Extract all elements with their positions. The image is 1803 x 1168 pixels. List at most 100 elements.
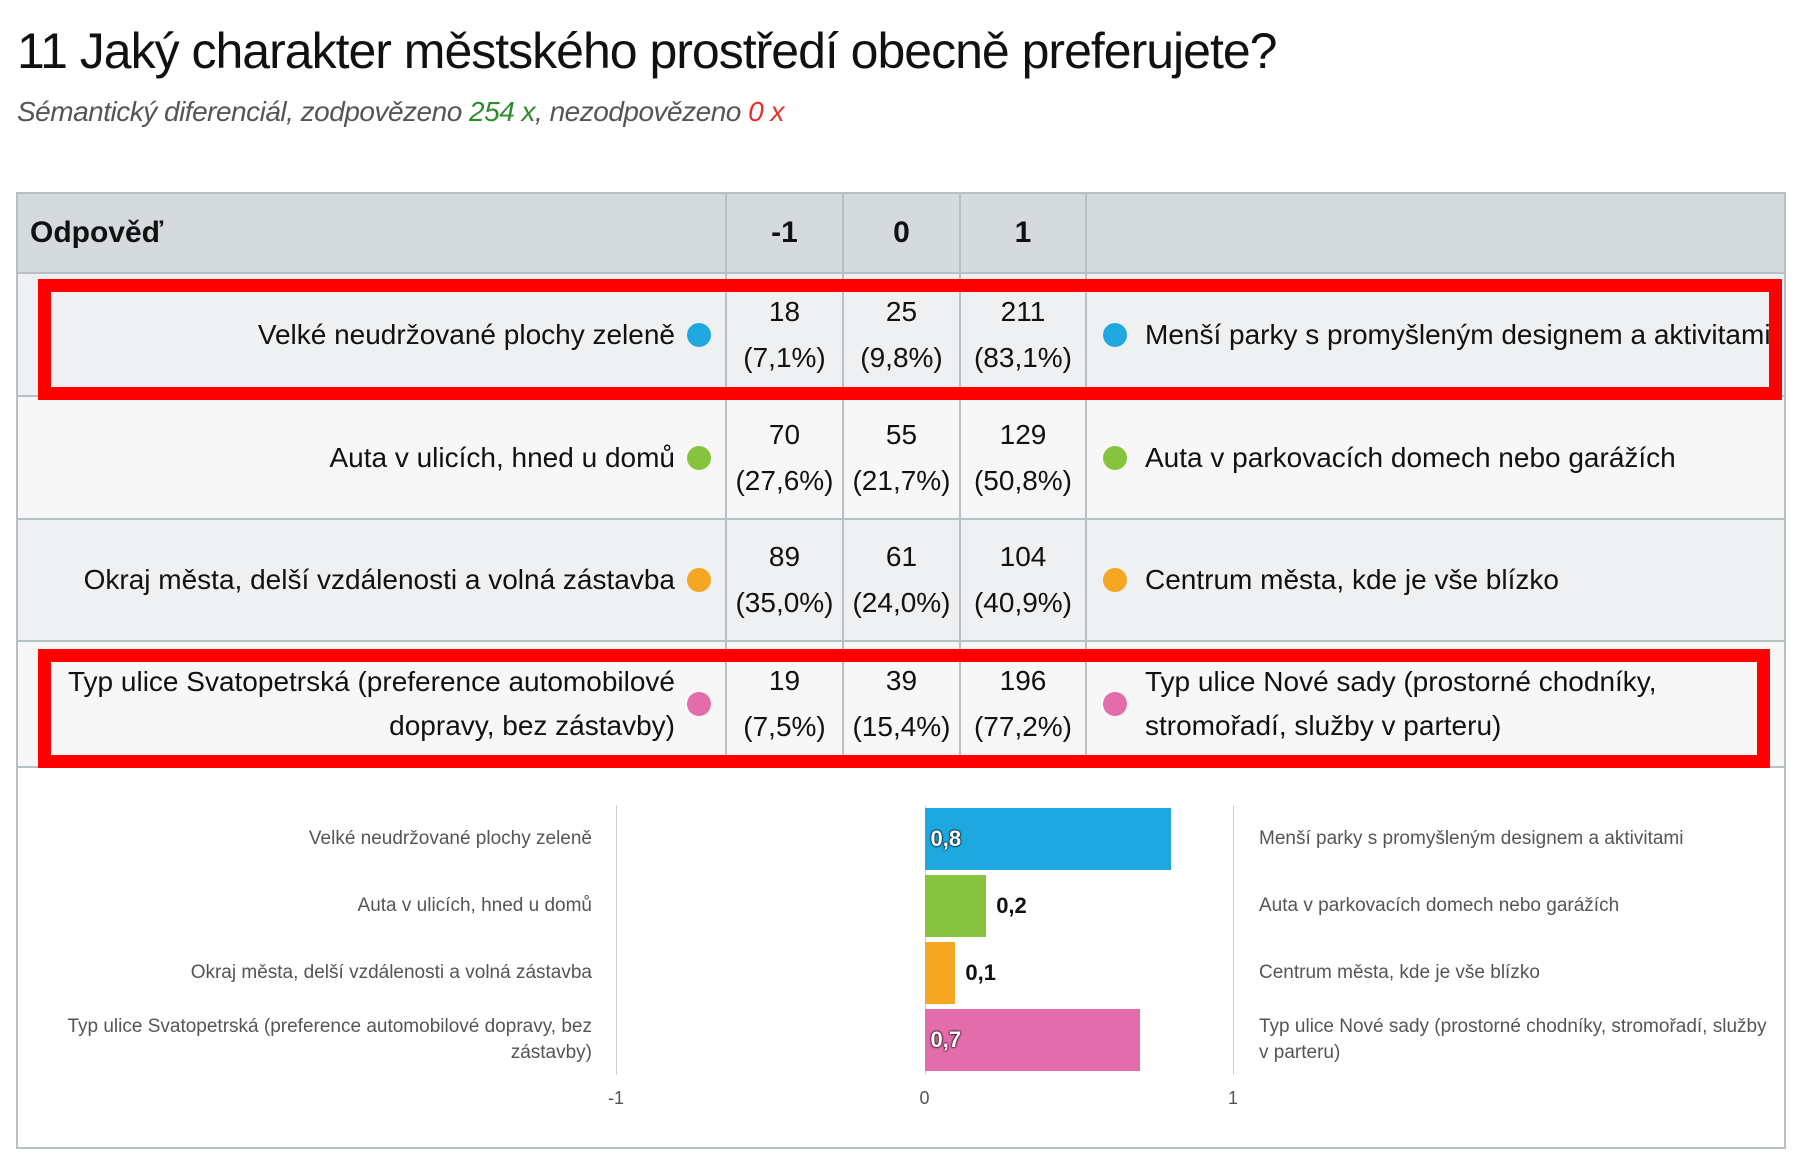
type: Sémantický diferenciál xyxy=(17,96,287,127)
count-cell: 89 (35,0%) xyxy=(727,520,844,642)
left-label: Velké neudržované plochy zeleně xyxy=(18,274,727,397)
column-label: 1 xyxy=(1014,216,1032,249)
right-label: Menší parky s promyšleným designem a akt… xyxy=(1087,274,1786,397)
count: 61 xyxy=(885,541,918,572)
dot xyxy=(1103,692,1127,716)
column-label: 0 xyxy=(893,216,910,249)
percent: (35,0%) xyxy=(735,587,834,618)
count: 89 xyxy=(768,541,801,572)
right-category-label: Typ ulice Nové sady (prostorné chodníky,… xyxy=(1259,1016,1767,1063)
right-text: Menší parky s promyšleným designem a akt… xyxy=(1145,318,1771,350)
count: 55 xyxy=(885,418,918,450)
percent: (7,5%) xyxy=(743,711,826,742)
count: 104 xyxy=(999,541,1047,572)
bar xyxy=(924,875,987,937)
count-cell: 196 (77,2%) xyxy=(961,642,1087,768)
count-cell: 19 (7,5%) xyxy=(727,642,844,768)
dot xyxy=(687,322,711,347)
answered: 254 x xyxy=(469,96,536,127)
bar xyxy=(924,942,956,1004)
axis-line xyxy=(616,805,617,1075)
count: 129 xyxy=(999,418,1047,450)
dot xyxy=(1103,568,1127,592)
value-label: 0,8 xyxy=(930,826,962,851)
unanswered-label: nezodpovězeno xyxy=(549,96,742,127)
highlight xyxy=(38,279,1782,400)
category-label: Okraj města, delší vzdálenosti a volná z… xyxy=(190,962,592,983)
left-text: Auta v ulicích, hned u domů xyxy=(329,441,675,473)
percent: (24,0%) xyxy=(852,587,951,618)
right-label: Centrum města, kde je vše blízko xyxy=(1087,520,1786,642)
sep: , xyxy=(535,96,543,127)
count: 70 xyxy=(768,418,801,450)
dot xyxy=(687,445,711,470)
unanswered: 0 x xyxy=(748,96,784,127)
dot xyxy=(687,568,711,592)
category-label: Velké neudržované plochy zeleně xyxy=(308,828,592,849)
percent: (9,8%) xyxy=(860,341,943,373)
x-tick-label: -1 xyxy=(607,1088,625,1108)
percent: (27,6%) xyxy=(735,464,834,496)
dot xyxy=(687,692,711,716)
percent: (15,4%) xyxy=(852,711,951,742)
count: 211 xyxy=(1000,295,1046,327)
count: 19 xyxy=(768,665,801,696)
right-category-label: Auta v parkovacích domech nebo garážích xyxy=(1259,895,1620,916)
count-cell: 211 (83,1%) xyxy=(961,274,1087,397)
highlight xyxy=(38,649,1770,768)
left-text: Typ ulice Svatopetrská (preference autom… xyxy=(68,666,675,741)
right-text: Auta v parkovacích domech nebo garážích xyxy=(1145,441,1676,473)
title: 11 Jaký charakter městského prostředí ob… xyxy=(17,23,1277,79)
right-text: Centrum města, kde je vše blízko xyxy=(1145,564,1559,595)
right-text: Typ ulice Nové sady (prostorné chodníky,… xyxy=(1145,666,1657,741)
header-cell: Odpověď xyxy=(18,194,727,274)
count-cell: 104 (40,9%) xyxy=(961,520,1087,642)
axis-line xyxy=(924,805,926,1075)
value-label: 0,1 xyxy=(965,960,996,985)
answered-label: , zodpovězeno xyxy=(286,96,462,127)
left-label: Auta v ulicích, hned u domů xyxy=(18,397,727,520)
subtitle: Sémantický diferenciál, zodpovězeno 254 … xyxy=(17,96,784,128)
bar xyxy=(924,808,1172,870)
value-label: 0,7 xyxy=(930,1027,962,1052)
left-label: Okraj města, delší vzdálenosti a volná z… xyxy=(18,520,727,642)
count-cell: 25 (9,8%) xyxy=(844,274,961,397)
percent: (83,1%) xyxy=(973,341,1073,373)
column-label: -1 xyxy=(771,216,798,249)
left-label: Typ ulice Svatopetrská (preference autom… xyxy=(18,642,727,768)
right-category-label: Menší parky s promyšleným designem a akt… xyxy=(1259,828,1684,849)
percent: (21,7%) xyxy=(852,464,951,496)
bar xyxy=(924,1009,1141,1071)
column-label: Odpověď xyxy=(30,216,164,249)
percent: (7,1%) xyxy=(743,341,826,373)
count-cell: 55 (21,7%) xyxy=(844,397,961,520)
header-cell: -1 xyxy=(727,194,844,274)
axis-line xyxy=(1233,805,1234,1075)
count-cell: 18 (7,1%) xyxy=(727,274,844,397)
category-label: Typ ulice Svatopetrská (preference autom… xyxy=(67,1016,592,1063)
right-category-label: Centrum města, kde je vše blízko xyxy=(1259,962,1540,983)
right-label: Auta v parkovacích domech nebo garážích xyxy=(1087,397,1786,520)
count-cell: 61 (24,0%) xyxy=(844,520,961,642)
header-cell: 0 xyxy=(844,194,961,274)
left-text: Okraj města, delší vzdálenosti a volná z… xyxy=(83,564,675,595)
dot xyxy=(1103,445,1127,470)
category-label: Auta v ulicích, hned u domů xyxy=(357,895,592,916)
header-cell xyxy=(1087,194,1786,274)
header-cell: 1 xyxy=(961,194,1087,274)
count-cell: 39 (15,4%) xyxy=(844,642,961,768)
count: 39 xyxy=(885,665,918,696)
percent: (77,2%) xyxy=(973,711,1073,742)
count-cell: 129 (50,8%) xyxy=(961,397,1087,520)
x-tick-label: 1 xyxy=(1227,1088,1239,1108)
percent: (40,9%) xyxy=(973,587,1073,618)
percent: (50,8%) xyxy=(973,464,1073,496)
count-cell: 70 (27,6%) xyxy=(727,397,844,520)
value-label: 0,2 xyxy=(996,893,1027,918)
x-tick-label: 0 xyxy=(919,1088,930,1108)
count: 18 xyxy=(768,295,801,327)
count: 25 xyxy=(885,295,918,327)
left-text: Velké neudržované plochy zeleně xyxy=(257,318,675,350)
dot xyxy=(1103,322,1127,347)
count: 196 xyxy=(999,665,1047,696)
